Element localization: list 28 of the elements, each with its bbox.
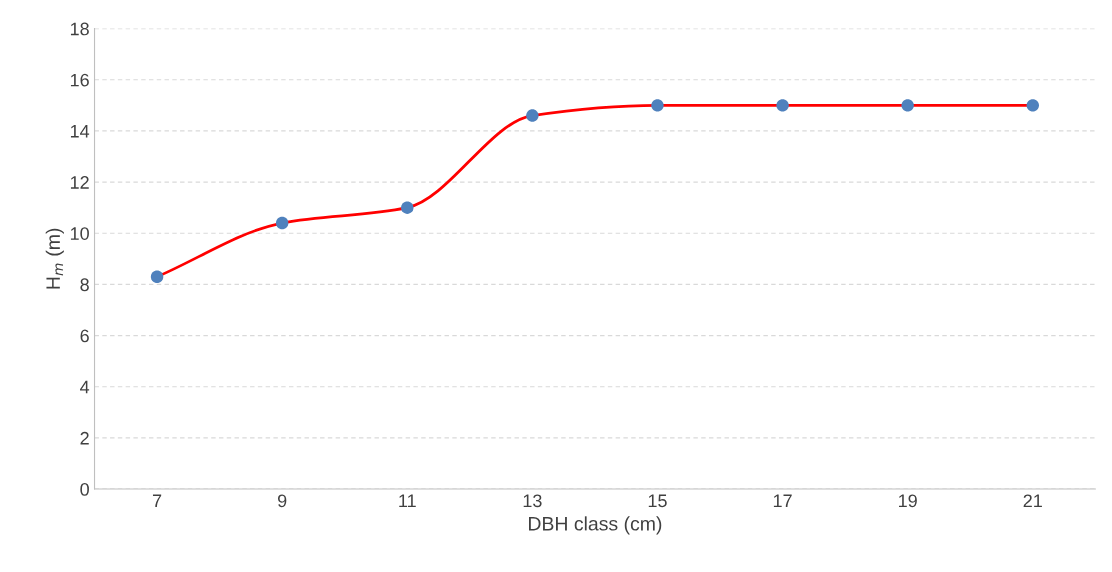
y-tick-label: 6 — [80, 329, 89, 343]
point — [150, 270, 164, 283]
y-tick-label: 16 — [70, 73, 89, 87]
y-tick-label: 4 — [80, 380, 90, 394]
x-tick-label: 21 — [1023, 494, 1042, 508]
x-tick-label: 19 — [899, 494, 917, 508]
y-tick-label: 14 — [70, 125, 90, 138]
point — [776, 99, 789, 112]
y-tick-label: 12 — [70, 176, 89, 189]
x-tick-label: 7 — [152, 494, 162, 508]
point — [275, 216, 289, 230]
y-tick-label: 2 — [80, 431, 89, 445]
x-tick-label: 15 — [648, 494, 667, 508]
point — [526, 109, 539, 122]
point — [1026, 99, 1039, 112]
x-tick-label: 9 — [278, 494, 287, 508]
y-tick-label: 10 — [70, 227, 89, 240]
y-tick-label: 8 — [80, 278, 89, 292]
point — [901, 99, 914, 112]
x-axis-title: DBH class (cm) — [529, 516, 662, 535]
point — [651, 99, 664, 112]
y-axis-title: H$_{m}$ (m) — [45, 228, 64, 289]
x-tick-label: 11 — [399, 494, 416, 508]
x-tick-label: 17 — [773, 494, 792, 508]
x-tick-label: 13 — [523, 494, 542, 508]
y-tick-label: 0 — [80, 482, 89, 496]
y-tick-label: 18 — [70, 22, 89, 36]
point — [401, 201, 414, 214]
